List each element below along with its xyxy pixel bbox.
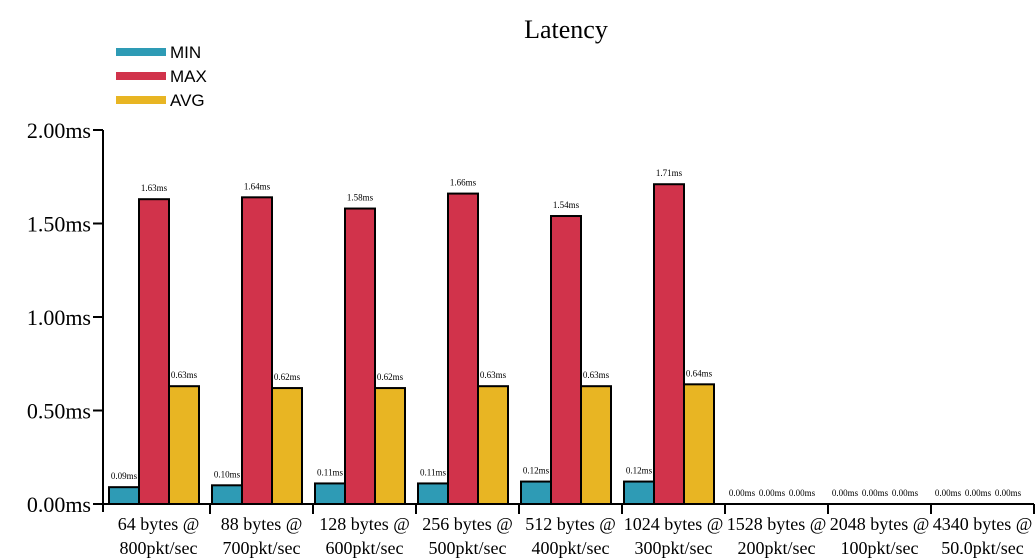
bar-value-label: 1.54ms	[553, 200, 580, 210]
legend-label-max: MAX	[170, 67, 207, 86]
bar-min	[520, 480, 552, 505]
bar-avg	[477, 385, 509, 505]
x-tick-label-line2: 800pkt/sec	[120, 538, 198, 558]
y-tick-label: 0.00ms	[27, 492, 91, 517]
bar-max	[138, 198, 170, 505]
x-tick-label-line2: 300pkt/sec	[635, 538, 713, 558]
x-tick-label-line1: 256 bytes @	[422, 514, 513, 534]
bar-max	[653, 183, 685, 505]
bar-value-label: 0.09ms	[111, 471, 138, 481]
x-tick-label-line2: 700pkt/sec	[223, 538, 301, 558]
bar-max	[447, 192, 479, 506]
bar-value-label: 0.00ms	[862, 488, 889, 498]
chart-title: Latency	[524, 15, 608, 44]
bar-max	[241, 196, 273, 505]
y-tick-label: 1.00ms	[27, 305, 91, 330]
x-tick-label-line1: 88 bytes @	[221, 514, 303, 534]
bar-value-label: 0.12ms	[523, 466, 550, 476]
y-tick-label: 1.50ms	[27, 212, 91, 237]
y-tick-label: 0.50ms	[27, 399, 91, 424]
legend-swatch-max	[116, 72, 166, 80]
x-tick-label-line2: 500pkt/sec	[429, 538, 507, 558]
bar-value-label: 0.11ms	[420, 467, 446, 477]
y-tick-label: 2.00ms	[27, 118, 91, 143]
bar-value-labels: 0.09ms 0.10ms 0.11ms 0.11ms 0.12ms 0.12ms 0.00…	[111, 168, 1022, 498]
bar-value-label: 1.58ms	[347, 193, 374, 203]
bar-value-label: 0.63ms	[171, 370, 198, 380]
bar-value-label: 0.00ms	[892, 488, 919, 498]
bar-min	[417, 482, 449, 505]
x-tick-label-line2: 100pkt/sec	[841, 538, 919, 558]
x-tick-label-line1: 2048 bytes @	[830, 514, 930, 534]
bar-value-label: 0.63ms	[583, 370, 610, 380]
bar-value-label: 0.63ms	[480, 370, 507, 380]
bar-max	[550, 215, 582, 506]
bar-value-label: 0.62ms	[274, 372, 301, 382]
legend: MIN MAX AVG	[116, 43, 207, 110]
bar-value-label: 0.00ms	[995, 488, 1022, 498]
bar-value-label: 0.00ms	[759, 488, 786, 498]
x-tick-label-line2: 600pkt/sec	[326, 538, 404, 558]
legend-label-min: MIN	[170, 43, 201, 62]
x-tick-label-line2: 400pkt/sec	[532, 538, 610, 558]
x-tick-label-line2: 200pkt/sec	[738, 538, 816, 558]
legend-label-avg: AVG	[170, 91, 205, 110]
bar-value-label: 0.10ms	[214, 469, 241, 479]
bar-min	[314, 482, 346, 505]
bar-avg	[168, 385, 200, 505]
y-axis: 0.00ms 0.50ms 1.00ms 1.50ms 2.00ms	[27, 118, 104, 517]
bar-value-label: 0.62ms	[377, 372, 404, 382]
bar-value-label: 1.63ms	[141, 183, 168, 193]
bar-value-label: 1.64ms	[244, 181, 271, 191]
bar-value-label: 0.64ms	[686, 368, 713, 378]
bar-min	[211, 484, 243, 505]
bar-avg	[271, 387, 303, 505]
bar-value-label: 0.00ms	[965, 488, 992, 498]
bar-value-label: 1.66ms	[450, 178, 477, 188]
bar-max	[344, 207, 376, 505]
bar-value-label: 0.00ms	[935, 488, 962, 498]
x-tick-label-line2: 50.0pkt/sec	[941, 538, 1024, 558]
bar-value-label: 0.00ms	[789, 488, 816, 498]
legend-swatch-avg	[116, 96, 166, 104]
bar-min	[623, 480, 655, 505]
x-tick-label-line1: 128 bytes @	[319, 514, 410, 534]
bar-value-label: 0.12ms	[626, 466, 653, 476]
bar-value-label: 0.00ms	[832, 488, 859, 498]
legend-swatch-min	[116, 48, 166, 56]
x-tick-label-line1: 1024 bytes @	[624, 514, 724, 534]
x-tick-label-line1: 64 bytes @	[118, 514, 200, 534]
x-tick-label-line1: 512 bytes @	[525, 514, 616, 534]
bar-value-label: 1.71ms	[656, 168, 683, 178]
bar-min	[108, 486, 140, 506]
bar-value-label: 0.11ms	[317, 467, 343, 477]
bar-avg	[683, 383, 715, 506]
bar-avg	[374, 387, 406, 505]
x-tick-label-line1: 1528 bytes @	[727, 514, 827, 534]
bar-value-label: 0.00ms	[729, 488, 756, 498]
x-axis: 64 bytes @ 800pkt/sec 88 bytes @ 700pkt/sec…	[103, 503, 1035, 558]
bar-avg	[580, 385, 612, 505]
x-tick-label-line1: 4340 bytes @	[933, 514, 1033, 534]
bars	[108, 183, 715, 506]
